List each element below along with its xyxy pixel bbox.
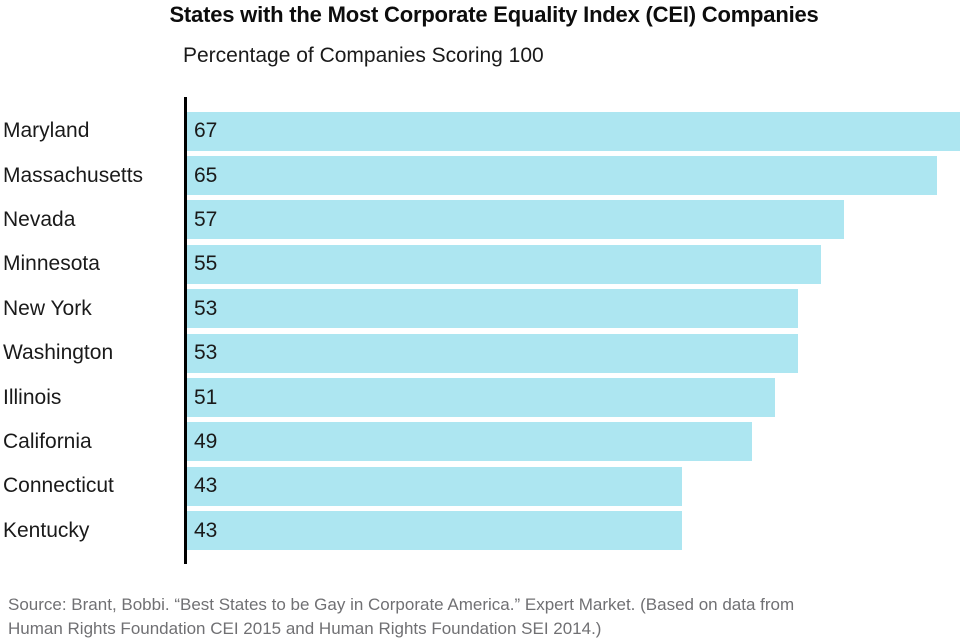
category-label: Minnesota xyxy=(3,252,100,276)
value-label: 51 xyxy=(194,385,218,409)
bar-row: Connecticut 43 xyxy=(0,464,960,508)
bar-row: New York 53 xyxy=(0,287,960,331)
source-line-2: Human Rights Foundation CEI 2015 and Hum… xyxy=(8,618,602,638)
category-label: Massachusetts xyxy=(3,163,144,187)
value-label: 43 xyxy=(194,474,218,498)
value-label: 53 xyxy=(194,341,218,365)
bar-track: 51 xyxy=(185,375,960,419)
bar: 43 xyxy=(185,466,683,506)
category-label: Connecticut xyxy=(3,474,114,498)
bar-chart: Maryland 67 Massachusetts 65 Nevada 57 M… xyxy=(0,97,960,564)
bar-row: Nevada 57 xyxy=(0,198,960,242)
bar-track: 57 xyxy=(185,198,960,242)
category-label: Kentucky xyxy=(3,518,90,542)
chart-subtitle: Percentage of Companies Scoring 100 xyxy=(183,44,544,67)
bar: 49 xyxy=(185,422,752,462)
category-label: New York xyxy=(3,296,92,320)
bar-row: Massachusetts 65 xyxy=(0,153,960,197)
bar: 67 xyxy=(185,111,960,151)
bar: 55 xyxy=(185,244,822,284)
bar-row: Maryland 67 xyxy=(0,109,960,153)
bar-track: 53 xyxy=(185,287,960,331)
bar-track: 53 xyxy=(185,331,960,375)
bar-row: Illinois 51 xyxy=(0,375,960,419)
source-line-1: Source: Brant, Bobbi. “Best States to be… xyxy=(8,594,795,614)
chart-title: States with the Most Corporate Equality … xyxy=(169,2,819,27)
value-label: 67 xyxy=(194,119,218,143)
value-label: 55 xyxy=(194,252,218,276)
value-label: 49 xyxy=(194,429,218,453)
bar-row: Minnesota 55 xyxy=(0,242,960,286)
bar-track: 49 xyxy=(185,420,960,464)
bar-row: Kentucky 43 xyxy=(0,509,960,553)
bar-track: 55 xyxy=(185,242,960,286)
category-label: Nevada xyxy=(3,207,76,231)
category-label: Washington xyxy=(3,341,114,365)
bar-row: California 49 xyxy=(0,420,960,464)
category-label: California xyxy=(3,429,92,453)
bar: 57 xyxy=(185,200,845,240)
category-label: Maryland xyxy=(3,119,90,143)
bar-rows: Maryland 67 Massachusetts 65 Nevada 57 M… xyxy=(0,97,960,564)
bar: 53 xyxy=(185,289,799,329)
bar-track: 43 xyxy=(185,509,960,553)
bar-track: 65 xyxy=(185,153,960,197)
source-note: Source: Brant, Bobbi. “Best States to be… xyxy=(8,593,952,641)
y-axis-line xyxy=(184,97,187,564)
value-label: 53 xyxy=(194,296,218,320)
bar: 65 xyxy=(185,156,937,196)
bar: 43 xyxy=(185,511,683,551)
bar: 51 xyxy=(185,378,775,418)
bar: 53 xyxy=(185,333,799,373)
value-label: 57 xyxy=(194,207,218,231)
bar-row: Washington 53 xyxy=(0,331,960,375)
bar-track: 43 xyxy=(185,464,960,508)
category-label: Illinois xyxy=(3,385,62,409)
value-label: 65 xyxy=(194,163,218,187)
bar-track: 67 xyxy=(185,109,960,153)
value-label: 43 xyxy=(194,518,218,542)
